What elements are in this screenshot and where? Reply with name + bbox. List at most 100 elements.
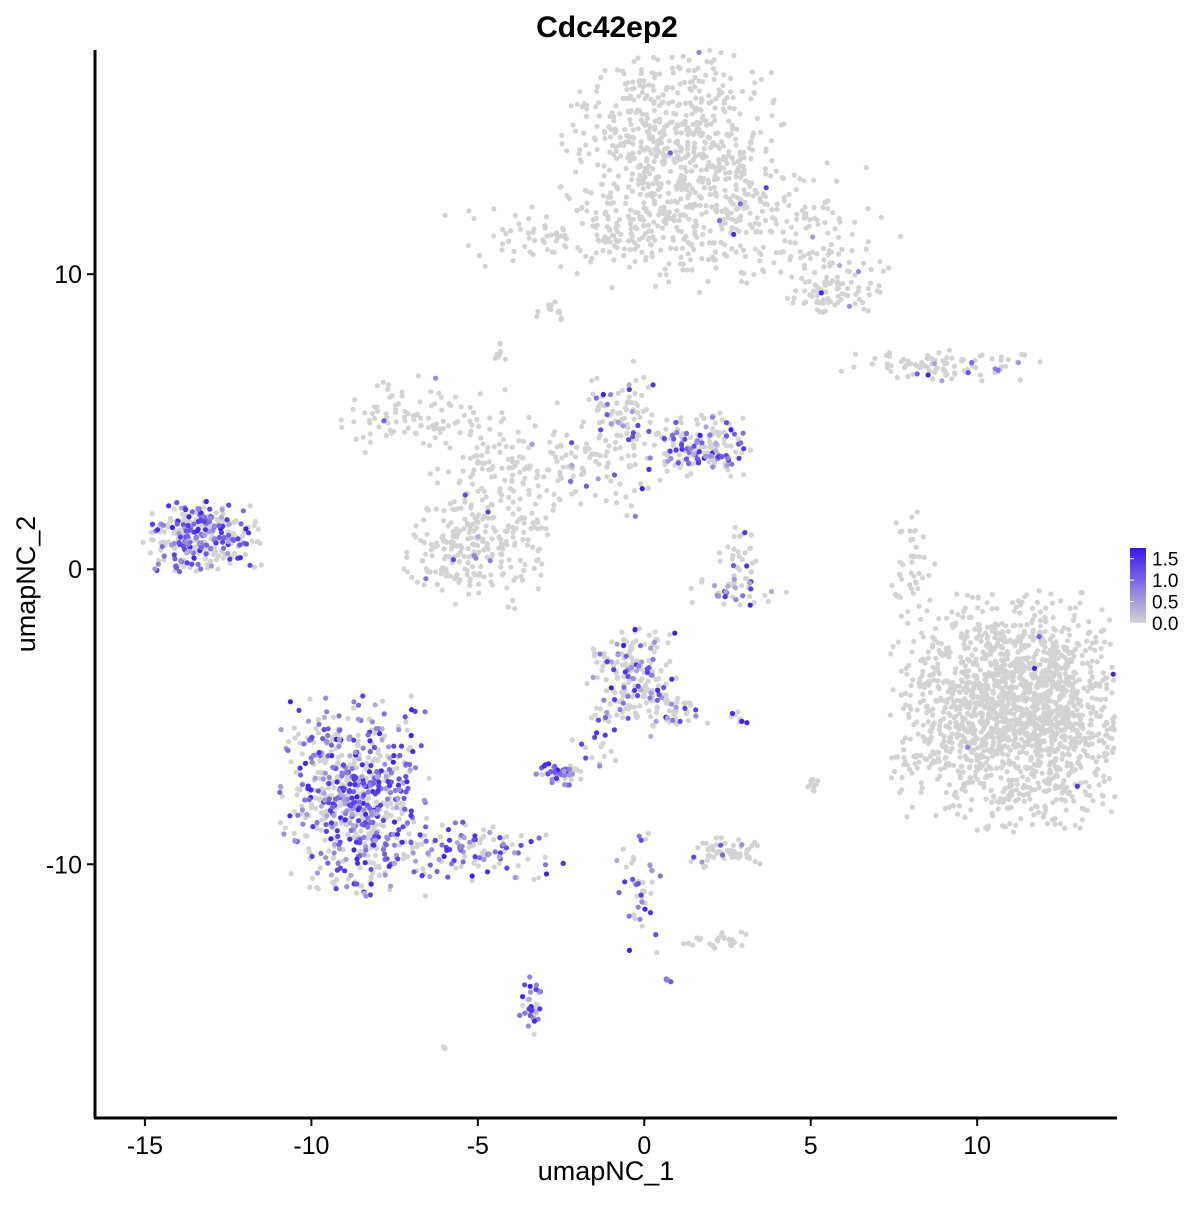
- cell-point: [1100, 670, 1106, 676]
- cell-point: [614, 500, 620, 506]
- cell-point: [709, 204, 715, 210]
- cell-point: [655, 147, 661, 153]
- cell-point: [695, 421, 701, 427]
- cell-point: [966, 615, 973, 621]
- cell-point: [1061, 744, 1067, 750]
- cell-point: [686, 182, 692, 188]
- cell-point: [732, 584, 738, 591]
- cell-point: [1055, 649, 1061, 655]
- cell-point: [631, 416, 637, 422]
- cell-point: [702, 140, 709, 146]
- cell-point: [1033, 768, 1039, 775]
- cell-point: [1007, 710, 1013, 716]
- cell-point: [579, 741, 585, 747]
- cell-point: [593, 705, 600, 711]
- cell-point: [979, 352, 985, 358]
- cell-point: [1056, 696, 1063, 702]
- cell-point: [636, 93, 642, 99]
- cell-point: [1100, 773, 1107, 779]
- cell-point: [695, 65, 701, 71]
- cell-point: [1072, 646, 1078, 652]
- cell-point: [1065, 663, 1071, 669]
- cell-point: [966, 679, 973, 686]
- cell-point: [698, 107, 704, 113]
- cell-point: [154, 527, 161, 533]
- cell-point: [825, 230, 831, 236]
- cell-point: [564, 148, 570, 154]
- cell-point: [806, 251, 812, 257]
- cell-point: [930, 706, 936, 712]
- cell-point: [520, 438, 527, 444]
- cell-point: [189, 509, 195, 515]
- cell-point: [768, 70, 775, 76]
- cell-point: [1057, 784, 1063, 790]
- cell-point: [710, 464, 716, 470]
- cell-point: [484, 449, 490, 455]
- cell-point: [1014, 777, 1020, 783]
- cell-point: [525, 537, 531, 543]
- cell-point: [517, 557, 523, 564]
- cell-point: [1084, 807, 1090, 814]
- cell-point: [960, 608, 967, 615]
- cell-point: [699, 579, 705, 585]
- cell-point: [893, 754, 899, 760]
- cell-point: [573, 128, 579, 134]
- cell-point: [500, 437, 506, 443]
- cell-point: [680, 267, 686, 273]
- cell-point: [393, 419, 399, 425]
- cell-point: [818, 290, 824, 296]
- cell-point: [1059, 628, 1065, 635]
- cell-point: [1024, 622, 1030, 628]
- cell-point: [786, 203, 792, 209]
- cell-point: [961, 686, 967, 693]
- cell-point: [319, 817, 325, 823]
- cell-point: [975, 595, 981, 601]
- cell-point: [996, 672, 1002, 678]
- cell-point: [617, 706, 623, 713]
- cell-point: [568, 777, 574, 783]
- cell-point: [413, 412, 419, 418]
- cell-point: [670, 717, 676, 723]
- cell-point: [1082, 789, 1088, 795]
- cell-point: [984, 733, 990, 739]
- cell-point: [802, 262, 808, 268]
- cell-point: [654, 644, 660, 650]
- cell-point: [634, 658, 640, 664]
- cell-point: [609, 232, 616, 238]
- cell-point: [437, 426, 443, 432]
- cell-point: [367, 439, 373, 445]
- cell-point: [1022, 593, 1028, 600]
- cell-point: [822, 220, 828, 226]
- cell-point: [646, 163, 652, 169]
- cell-point: [898, 613, 905, 619]
- cell-point: [372, 730, 378, 736]
- cell-point: [583, 113, 590, 119]
- cell-point: [1042, 727, 1048, 733]
- cell-point: [908, 682, 915, 689]
- cell-point: [650, 181, 656, 187]
- cell-point: [716, 157, 722, 163]
- cell-point: [1015, 764, 1021, 770]
- cell-point: [1029, 787, 1035, 793]
- cell-point: [650, 382, 656, 388]
- cell-point: [814, 251, 820, 257]
- cell-point: [613, 144, 619, 150]
- cell-point: [666, 261, 672, 267]
- cell-point: [624, 513, 630, 519]
- cell-point: [1042, 644, 1048, 650]
- cell-point: [521, 567, 527, 574]
- cell-point: [635, 126, 641, 132]
- cell-point: [988, 787, 994, 793]
- cell-point: [251, 564, 257, 570]
- cell-point: [1043, 690, 1049, 696]
- cell-point: [411, 532, 417, 538]
- cell-point: [714, 850, 720, 856]
- cell-point: [243, 526, 249, 532]
- cell-point: [1031, 720, 1037, 726]
- cell-point: [468, 428, 474, 434]
- cell-point: [893, 520, 899, 526]
- cell-point: [1111, 745, 1117, 751]
- cell-point: [639, 111, 645, 117]
- cell-point: [452, 601, 458, 607]
